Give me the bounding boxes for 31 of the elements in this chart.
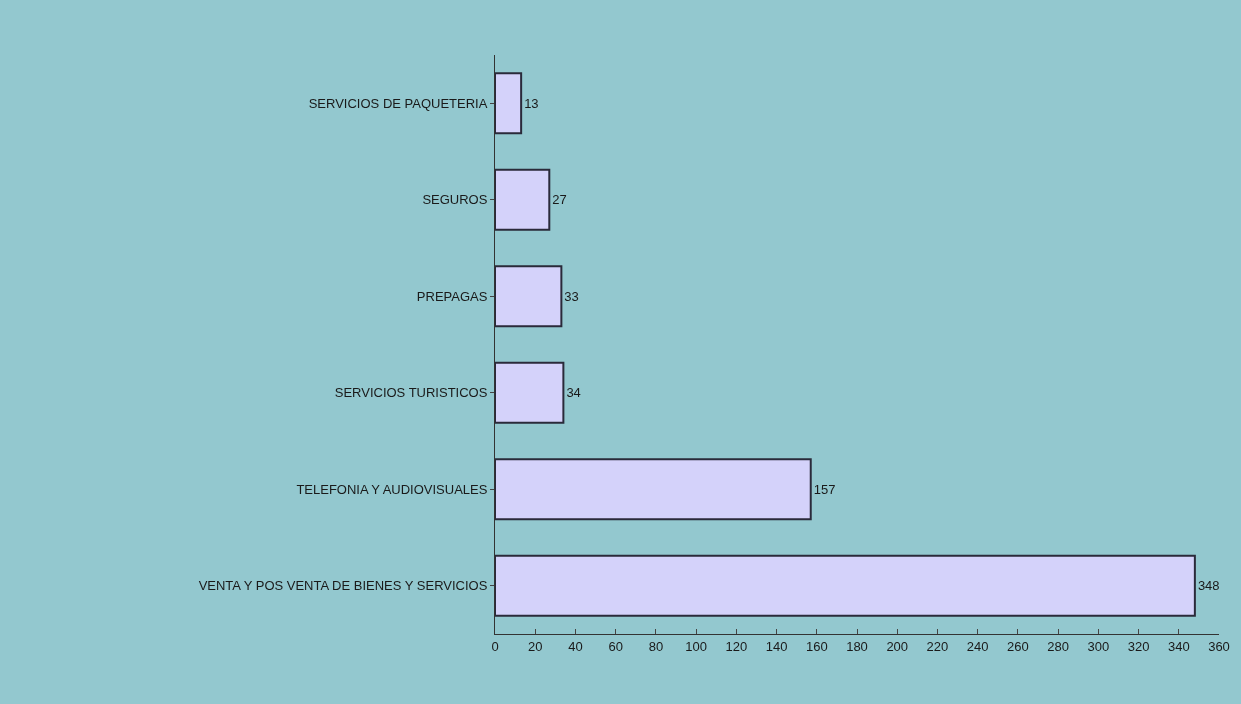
x-tick-label: 300 [1087, 638, 1110, 654]
x-tick-label: 240 [966, 638, 989, 654]
y-tick-label: SEGUROS [422, 192, 488, 208]
x-tick-label: 0 [491, 638, 499, 654]
x-tick-label: 60 [608, 638, 623, 654]
x-tick-label: 320 [1127, 638, 1150, 654]
x-tick-label: 280 [1047, 638, 1069, 654]
data-label: 34 [566, 385, 581, 401]
data-label: 27 [552, 192, 567, 208]
data-label: 33 [564, 288, 579, 304]
x-tick-label: 260 [1007, 638, 1029, 654]
x-tick-label: 80 [648, 638, 664, 654]
data-label: 157 [813, 481, 836, 497]
y-tick-label: SERVICIOS DE PAQUETERIA [308, 95, 488, 111]
x-tick-label: 200 [886, 638, 909, 654]
y-tick-label: SERVICIOS TURISTICOS [334, 385, 488, 401]
data-label: 348 [1197, 578, 1220, 594]
data-label: 13 [524, 95, 539, 111]
x-tick-label: 140 [765, 638, 788, 654]
y-tick-label: PREPAGAS [416, 288, 488, 304]
y-tick-label: TELEFONIA Y AUDIOVISUALES [296, 481, 488, 497]
x-tick-label: 180 [846, 638, 868, 654]
x-tick-label: 120 [725, 638, 748, 654]
x-tick-label: 160 [805, 638, 828, 654]
x-tick-label: 20 [527, 638, 543, 654]
x-tick-label: 360 [1208, 638, 1230, 654]
y-tick-label: VENTA Y POS VENTA DE BIENES Y SERVICIOS [198, 578, 488, 594]
x-tick-label: 220 [926, 638, 949, 654]
x-tick-label: 340 [1167, 638, 1190, 654]
x-tick-label: 40 [568, 638, 583, 654]
x-tick-label: 100 [685, 638, 707, 654]
